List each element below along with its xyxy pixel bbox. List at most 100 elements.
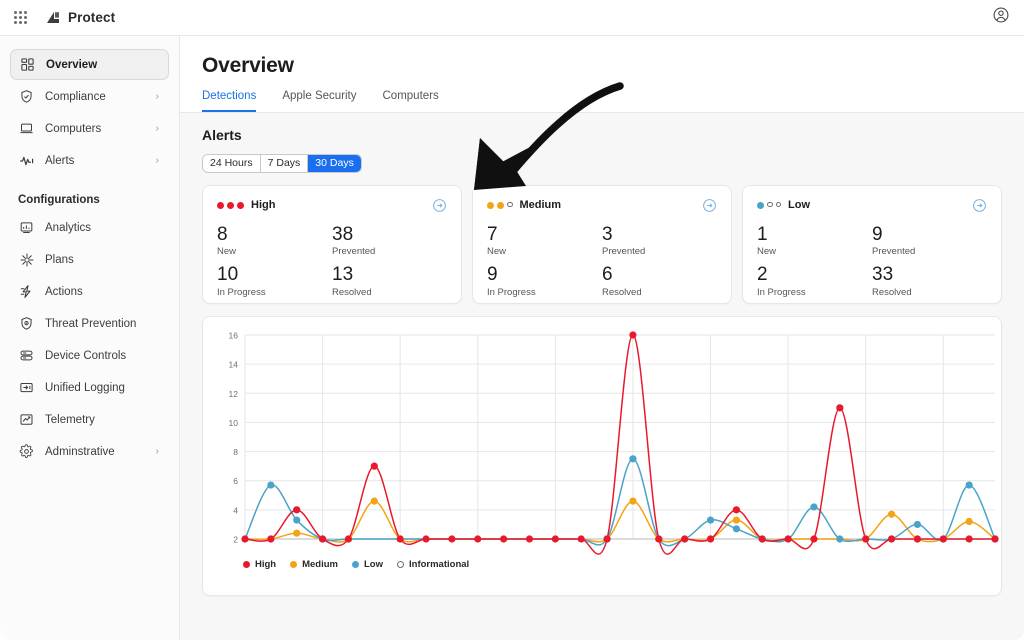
legend-item-informational[interactable]: Informational bbox=[397, 559, 469, 570]
grid-apps-icon[interactable] bbox=[14, 11, 27, 24]
card-severity-label: Low bbox=[788, 199, 810, 211]
legend-label: Informational bbox=[409, 558, 470, 570]
brand-title: Protect bbox=[68, 10, 116, 25]
stat-value: 38 bbox=[332, 223, 354, 245]
brand[interactable]: Protect bbox=[45, 10, 115, 26]
sidebar-item-alerts[interactable]: Alerts › bbox=[10, 145, 169, 176]
sidebar-item-label: Overview bbox=[46, 58, 98, 71]
plans-gear-star-icon bbox=[18, 251, 35, 268]
sidebar-item-label: Compliance bbox=[45, 90, 106, 103]
sidebar-item-computers[interactable]: Computers › bbox=[10, 113, 169, 144]
sidebar-item-label: Computers bbox=[45, 122, 102, 135]
sidebar-item-device-controls[interactable]: Device Controls bbox=[10, 340, 169, 371]
gear-icon bbox=[18, 443, 35, 460]
arrow-right-circle-icon[interactable] bbox=[702, 198, 717, 213]
sidebar-item-label: Actions bbox=[45, 285, 83, 298]
stat-value: 9 bbox=[487, 264, 498, 286]
sidebar-item-label: Threat Prevention bbox=[45, 317, 137, 330]
sidebar-item-label: Device Controls bbox=[45, 349, 127, 362]
card-stats: 8 New 38 Prevented 10 In Progress 13 bbox=[217, 223, 447, 298]
stat-label: Resolved bbox=[332, 287, 372, 299]
stat-value: 6 bbox=[602, 264, 613, 286]
range-24-hours[interactable]: 24 Hours bbox=[203, 154, 261, 172]
alert-card-medium[interactable]: Medium 7 New 3 bbox=[472, 184, 732, 304]
stat-value: 9 bbox=[872, 223, 883, 245]
stat-new: 1 New bbox=[757, 224, 872, 257]
alerts-section: Alerts 24 Hours 7 Days 30 Days High bbox=[180, 113, 1024, 596]
stat-value: 8 bbox=[217, 223, 228, 245]
legend-item-medium[interactable]: Medium bbox=[290, 559, 338, 570]
stat-value: 10 bbox=[217, 264, 239, 286]
laptop-icon bbox=[18, 120, 35, 137]
sidebar-item-overview[interactable]: Overview bbox=[10, 49, 169, 80]
stat-value: 3 bbox=[602, 223, 613, 245]
stat-label: New bbox=[487, 246, 507, 258]
arrow-right-circle-icon[interactable] bbox=[432, 198, 447, 213]
tab-apple-security[interactable]: Apple Security bbox=[282, 90, 357, 102]
chart-plot-area: 2 4 6 8 10 12 14 16 bbox=[229, 330, 999, 555]
stat-resolved: 13 Resolved bbox=[332, 265, 447, 298]
sidebar-item-actions[interactable]: Actions bbox=[10, 276, 169, 307]
sidebar-item-adminstrative[interactable]: Adminstrative › bbox=[10, 436, 169, 467]
pulse-wave-icon bbox=[18, 152, 35, 169]
sidebar-item-label: Analytics bbox=[45, 221, 92, 234]
sidebar-item-telemetry[interactable]: Telemetry bbox=[10, 404, 169, 435]
range-7-days[interactable]: 7 Days bbox=[260, 154, 309, 172]
page-title: Overview bbox=[202, 54, 294, 77]
time-range-segmented-control: 24 Hours 7 Days 30 Days bbox=[202, 153, 362, 173]
chevron-right-icon: › bbox=[155, 122, 159, 134]
stat-label: Prevented bbox=[332, 246, 376, 258]
stat-label: New bbox=[217, 246, 237, 258]
arrow-right-circle-icon[interactable] bbox=[972, 198, 987, 213]
svg-text:12: 12 bbox=[229, 388, 239, 398]
card-severity-label: Medium bbox=[519, 199, 562, 211]
stat-label: In Progress bbox=[217, 287, 266, 299]
section-title-alerts: Alerts bbox=[202, 127, 242, 143]
stat-prevented: 9 Prevented bbox=[872, 223, 987, 258]
stat-new: 7 New bbox=[487, 223, 602, 258]
chevron-right-icon: › bbox=[155, 90, 159, 102]
svg-text:16: 16 bbox=[229, 330, 239, 340]
sidebar-item-label: Adminstrative bbox=[45, 445, 115, 458]
shield-target-icon bbox=[18, 315, 35, 332]
stat-label: Prevented bbox=[872, 246, 916, 258]
stat-label: Resolved bbox=[602, 287, 642, 299]
stat-in-progress: 10 In Progress bbox=[217, 265, 332, 298]
sidebar-item-plans[interactable]: Plans bbox=[10, 244, 169, 275]
svg-text:2: 2 bbox=[233, 534, 238, 544]
stat-value: 13 bbox=[332, 264, 354, 286]
stat-in-progress: 2 In Progress bbox=[757, 265, 872, 298]
sidebar-item-compliance[interactable]: Compliance › bbox=[10, 81, 169, 112]
card-severity-label: High bbox=[251, 199, 276, 211]
card-stats: 1 New 9 Prevented 2 In Progress 33 bbox=[757, 223, 987, 298]
stat-prevented: 38 Prevented bbox=[332, 223, 447, 258]
analytics-chart-icon bbox=[18, 219, 35, 236]
sidebar-item-label: Telemetry bbox=[45, 413, 95, 426]
legend-item-high[interactable]: High bbox=[243, 559, 276, 570]
sidebar-item-threat-prevention[interactable]: Threat Prevention bbox=[10, 308, 169, 339]
tab-detections[interactable]: Detections bbox=[202, 90, 257, 112]
logging-card-icon bbox=[18, 379, 35, 396]
stat-label: Prevented bbox=[602, 246, 646, 258]
sidebar-item-label: Unified Logging bbox=[45, 381, 125, 394]
top-bar: Protect bbox=[0, 0, 1024, 36]
stat-value: 2 bbox=[757, 264, 768, 286]
legend-item-low[interactable]: Low bbox=[352, 559, 383, 570]
lightning-bolt-icon bbox=[18, 283, 35, 300]
sidebar-item-label: Alerts bbox=[45, 154, 75, 167]
alert-card-high[interactable]: High 8 New 38 bbox=[202, 184, 462, 304]
stat-value: 7 bbox=[487, 223, 498, 245]
tab-computers[interactable]: Computers bbox=[382, 90, 439, 102]
stat-label: Resolved bbox=[872, 287, 912, 299]
alert-card-low[interactable]: Low 1 New 9 bbox=[742, 184, 1002, 304]
shield-check-icon bbox=[18, 88, 35, 105]
range-30-days[interactable]: 30 Days bbox=[308, 154, 361, 172]
sidebar-item-analytics[interactable]: Analytics bbox=[10, 212, 169, 243]
top-bar-right bbox=[992, 6, 1010, 29]
stat-resolved: 33 Resolved bbox=[872, 265, 987, 298]
account-circle-icon[interactable] bbox=[992, 6, 1010, 29]
legend-label: High bbox=[255, 558, 277, 570]
sidebar-item-unified-logging[interactable]: Unified Logging bbox=[10, 372, 169, 403]
tab-bar: Detections Apple Security Computers bbox=[202, 90, 1002, 112]
